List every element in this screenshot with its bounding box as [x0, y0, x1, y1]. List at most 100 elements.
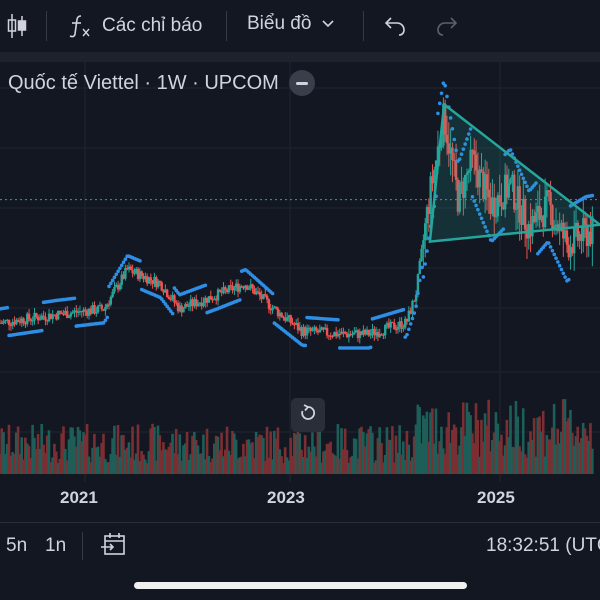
candle-body	[264, 294, 267, 296]
chart-type-button[interactable]: Biểu đồ	[247, 13, 335, 35]
candle-body	[347, 333, 351, 338]
candle-body	[525, 229, 529, 239]
candle-body	[387, 323, 391, 328]
candle-body	[529, 224, 532, 237]
volume-bar	[338, 458, 341, 474]
time-axis[interactable]: 2021 2023 2025	[0, 480, 600, 514]
volume-bar	[585, 435, 589, 474]
reset-chart-button[interactable]	[291, 398, 325, 432]
volume-bar	[189, 454, 192, 474]
candle-body	[311, 329, 314, 332]
candle-body	[458, 182, 461, 212]
volume-bar	[40, 423, 43, 474]
volume-bar	[33, 437, 36, 474]
candle-body	[158, 281, 162, 283]
volume-bar	[136, 424, 140, 474]
candle-body	[405, 318, 409, 322]
volume-bar	[432, 443, 436, 474]
volume-bar	[303, 435, 307, 474]
sar-dot	[523, 180, 527, 185]
volume-bar	[271, 459, 274, 474]
volume-bar	[240, 456, 243, 474]
sar-dot	[445, 94, 449, 99]
volume-bar	[62, 426, 65, 474]
candle-body	[445, 134, 449, 144]
candle-body	[293, 324, 296, 326]
candle-body	[156, 281, 160, 288]
volume-bar	[242, 443, 245, 474]
volume-bar	[471, 433, 474, 474]
candle-body	[56, 310, 60, 320]
range-1y-button[interactable]: 1n	[45, 535, 67, 556]
candle-body	[282, 317, 285, 319]
sar-dot	[468, 127, 473, 131]
price-chart[interactable]	[0, 62, 600, 520]
sar-dot	[566, 277, 571, 282]
candle-body	[262, 294, 265, 299]
sar-dot	[238, 298, 242, 302]
candle-body	[467, 170, 471, 173]
volume-bar	[583, 428, 587, 474]
candle-body	[273, 306, 276, 308]
candle-body	[91, 304, 94, 314]
candle-body	[302, 327, 305, 336]
volume-bar	[521, 408, 525, 474]
redo-icon[interactable]	[434, 14, 460, 38]
volume-bar	[93, 433, 96, 474]
candles-icon[interactable]	[6, 12, 28, 40]
candle-body	[362, 329, 365, 335]
candle-body	[71, 312, 74, 314]
candle-body	[140, 271, 143, 277]
candle-body	[572, 226, 576, 254]
candle-body	[122, 274, 125, 279]
date-range-icon[interactable]	[100, 531, 128, 559]
candle-body	[585, 224, 589, 246]
candle-body	[58, 310, 62, 313]
candle-body	[80, 311, 83, 313]
volume-bar	[342, 449, 345, 474]
volume-bar	[314, 456, 318, 474]
candle-body	[16, 319, 20, 322]
candle-body	[231, 285, 234, 291]
candle-body	[89, 308, 93, 314]
candle-body	[385, 323, 389, 325]
candle-body	[547, 190, 550, 193]
volume-bar	[414, 424, 418, 474]
volume-bar	[76, 426, 80, 474]
candle-body	[569, 247, 572, 258]
candle-body	[409, 310, 412, 314]
volume-bar	[500, 434, 503, 474]
symbol-title[interactable]: Quốc tế Viettel · 1W · UPCOM	[8, 71, 279, 94]
candle-body	[583, 218, 587, 225]
candle-body	[49, 313, 53, 319]
volume-bar	[203, 459, 207, 474]
volume-bar	[94, 447, 98, 474]
volume-bar	[222, 456, 225, 474]
undo-icon[interactable]	[382, 14, 408, 38]
range-5y-button[interactable]: 5n	[6, 535, 28, 556]
candle-body	[244, 285, 247, 289]
home-indicator[interactable]	[134, 582, 467, 589]
candle-body	[425, 206, 429, 224]
indicators-label: Các chỉ báo	[102, 15, 203, 36]
candle-body	[95, 311, 98, 314]
volume-bar	[485, 425, 489, 474]
candle-body	[218, 289, 222, 292]
clock-timezone[interactable]: 18:32:51 (UTC	[486, 535, 600, 556]
volume-bar	[345, 450, 349, 474]
volume-bar	[382, 462, 385, 474]
sar-dot	[436, 111, 440, 116]
volume-bar	[505, 419, 509, 474]
volume-bar	[476, 419, 480, 474]
home-indicator-area	[0, 568, 600, 600]
chart-pane[interactable]	[0, 62, 600, 520]
collapse-legend-button[interactable]	[288, 70, 315, 96]
candle-body	[202, 302, 205, 307]
indicators-button[interactable]: Các chỉ báo	[68, 13, 202, 39]
sar-dot	[561, 271, 566, 276]
volume-bar	[211, 458, 214, 474]
volume-bar	[363, 446, 367, 474]
sar-dot	[517, 168, 522, 172]
volume-bar	[80, 441, 83, 474]
sar-dot	[461, 147, 466, 151]
